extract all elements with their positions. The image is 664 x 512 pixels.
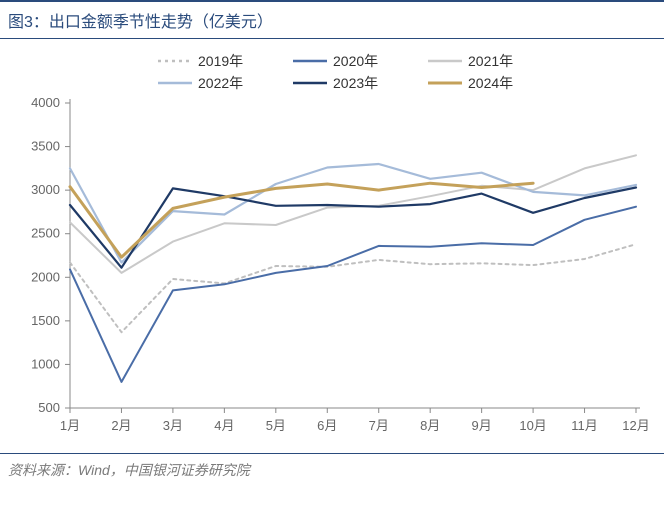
series-2020年 xyxy=(70,207,636,382)
svg-text:2020年: 2020年 xyxy=(333,53,378,69)
svg-text:8月: 8月 xyxy=(420,418,440,433)
svg-text:2500: 2500 xyxy=(31,226,60,241)
svg-text:7月: 7月 xyxy=(369,418,389,433)
series-2022年 xyxy=(70,164,636,263)
chart-title: 图3：出口金额季节性走势（亿美元） xyxy=(0,0,664,39)
svg-text:2022年: 2022年 xyxy=(198,75,243,91)
svg-text:3500: 3500 xyxy=(31,139,60,154)
svg-text:500: 500 xyxy=(38,400,60,415)
chart-source: 资料来源：Wind，中国银河证券研究院 xyxy=(0,453,664,486)
svg-text:10月: 10月 xyxy=(519,418,546,433)
svg-text:5月: 5月 xyxy=(266,418,286,433)
svg-text:3月: 3月 xyxy=(163,418,183,433)
series-2019年 xyxy=(70,244,636,332)
svg-text:3000: 3000 xyxy=(31,182,60,197)
svg-text:4月: 4月 xyxy=(214,418,234,433)
svg-text:1000: 1000 xyxy=(31,356,60,371)
svg-text:6月: 6月 xyxy=(317,418,337,433)
svg-text:1月: 1月 xyxy=(60,418,80,433)
series-2024年 xyxy=(70,183,533,257)
svg-text:2000: 2000 xyxy=(31,269,60,284)
svg-text:2019年: 2019年 xyxy=(198,53,243,69)
svg-text:11月: 11月 xyxy=(571,418,598,433)
svg-text:2月: 2月 xyxy=(111,418,131,433)
svg-text:2021年: 2021年 xyxy=(468,53,513,69)
svg-text:9月: 9月 xyxy=(472,418,492,433)
svg-text:12月: 12月 xyxy=(622,418,648,433)
chart-area: 500 1000 1500 2000 2500 3000 3500 4000 1月 2月 3月 4月 5… xyxy=(8,43,648,453)
svg-text:4000: 4000 xyxy=(31,95,60,110)
svg-text:2023年: 2023年 xyxy=(333,75,378,91)
line-chart: 500 1000 1500 2000 2500 3000 3500 4000 1月 2月 3月 4月 5… xyxy=(8,43,648,453)
svg-text:1500: 1500 xyxy=(31,313,60,328)
svg-text:2024年: 2024年 xyxy=(468,75,513,91)
chart-container: 图3：出口金额季节性走势（亿美元） 500 1000 1500 2000 2500 300… xyxy=(0,0,664,512)
